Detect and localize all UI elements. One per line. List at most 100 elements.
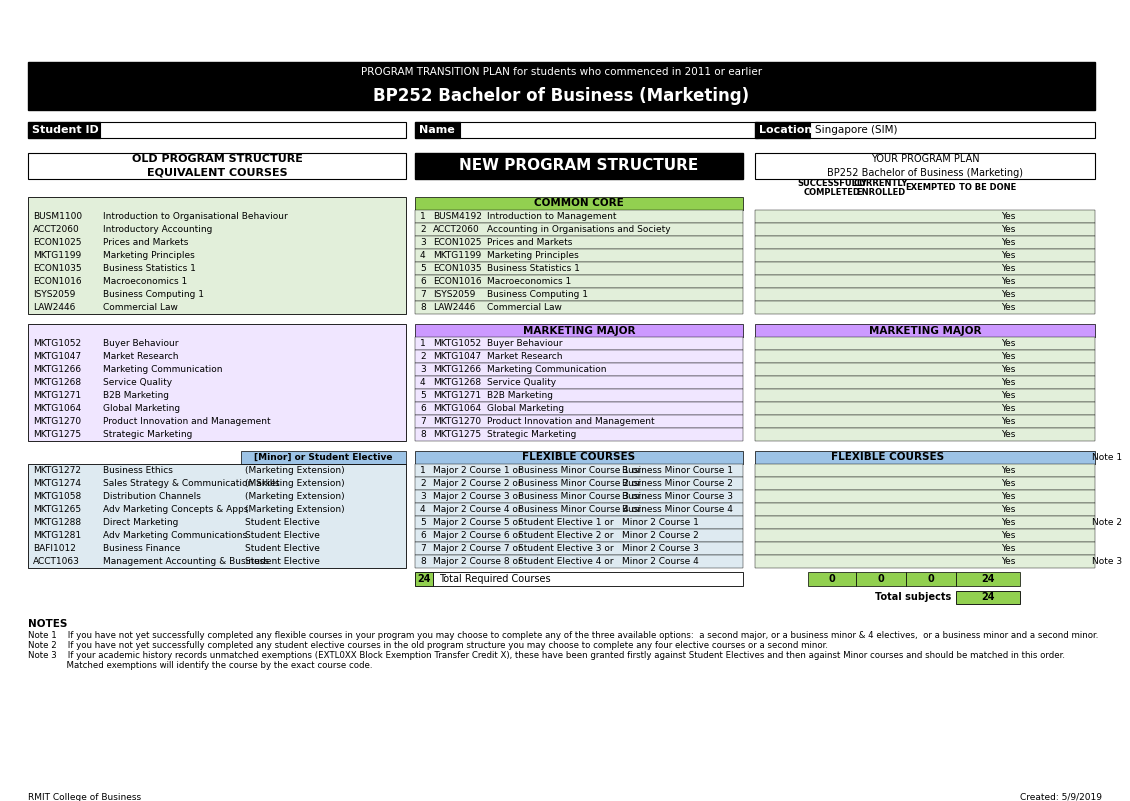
Bar bbox=[433, 572, 744, 586]
Bar bbox=[810, 122, 1095, 138]
Text: Introductory Accounting: Introductory Accounting bbox=[103, 225, 212, 234]
Text: 4: 4 bbox=[420, 505, 426, 514]
Text: Major 2 Course 1 or: Major 2 Course 1 or bbox=[433, 466, 522, 475]
Bar bbox=[755, 542, 1095, 555]
Text: Yes: Yes bbox=[1001, 544, 1015, 553]
Text: 24: 24 bbox=[981, 593, 994, 602]
Text: MKTG1266: MKTG1266 bbox=[433, 365, 481, 374]
Text: Global Marketing: Global Marketing bbox=[103, 404, 180, 413]
Bar bbox=[755, 236, 1095, 249]
Text: Major 2 Course 4 or: Major 2 Course 4 or bbox=[433, 505, 522, 514]
Text: Strategic Marketing: Strategic Marketing bbox=[103, 430, 192, 439]
Text: Student ID: Student ID bbox=[32, 125, 98, 135]
Bar bbox=[415, 197, 744, 210]
Text: Yes: Yes bbox=[1001, 277, 1015, 286]
Text: Note 2: Note 2 bbox=[1092, 518, 1122, 527]
Text: 4: 4 bbox=[420, 378, 426, 387]
Text: Adv Marketing Concepts & Apps: Adv Marketing Concepts & Apps bbox=[103, 505, 249, 514]
Text: Major 2 Course 5 or: Major 2 Course 5 or bbox=[433, 518, 522, 527]
Text: Business Minor Course 2: Business Minor Course 2 bbox=[622, 479, 733, 488]
Bar bbox=[956, 591, 1020, 604]
Text: Business Minor Course 4: Business Minor Course 4 bbox=[622, 505, 733, 514]
Text: Service Quality: Service Quality bbox=[103, 378, 172, 387]
Text: Marketing Principles: Marketing Principles bbox=[487, 251, 579, 260]
Text: 8: 8 bbox=[420, 557, 426, 566]
Text: Yes: Yes bbox=[1001, 557, 1015, 566]
Text: MKTG1288: MKTG1288 bbox=[33, 518, 81, 527]
Bar bbox=[415, 376, 744, 389]
Text: Distribution Channels: Distribution Channels bbox=[103, 492, 201, 501]
Text: 2: 2 bbox=[420, 225, 426, 234]
Bar bbox=[28, 464, 406, 568]
Bar bbox=[415, 249, 744, 262]
Bar bbox=[415, 516, 744, 529]
Text: ISYS2059: ISYS2059 bbox=[433, 290, 476, 299]
Text: Strategic Marketing: Strategic Marketing bbox=[487, 430, 576, 439]
Bar bbox=[755, 376, 1095, 389]
Text: 8: 8 bbox=[420, 303, 426, 312]
Text: Market Research: Market Research bbox=[103, 352, 179, 361]
Text: Business Ethics: Business Ethics bbox=[103, 466, 173, 475]
Text: FLEXIBLE COURSES: FLEXIBLE COURSES bbox=[522, 453, 635, 462]
Text: Yes: Yes bbox=[1001, 404, 1015, 413]
Text: Service Quality: Service Quality bbox=[487, 378, 556, 387]
Text: Yes: Yes bbox=[1001, 238, 1015, 247]
Bar bbox=[415, 529, 744, 542]
Bar bbox=[415, 451, 744, 464]
Text: MKTG1265: MKTG1265 bbox=[33, 505, 81, 514]
Text: Minor 2 Course 1: Minor 2 Course 1 bbox=[622, 518, 698, 527]
Bar bbox=[415, 503, 744, 516]
Text: 5: 5 bbox=[420, 518, 426, 527]
Text: BUSM4192: BUSM4192 bbox=[433, 212, 481, 221]
Text: ACCT2060: ACCT2060 bbox=[33, 225, 80, 234]
Bar bbox=[415, 428, 744, 441]
Text: MKTG1052: MKTG1052 bbox=[33, 339, 81, 348]
Bar bbox=[28, 62, 1095, 110]
Text: Yes: Yes bbox=[1001, 479, 1015, 488]
Text: Major 2 Course 3 or: Major 2 Course 3 or bbox=[433, 492, 522, 501]
Text: LAW2446: LAW2446 bbox=[433, 303, 476, 312]
Text: Business Minor Course 3 or: Business Minor Course 3 or bbox=[518, 492, 641, 501]
Text: EXEMPTED: EXEMPTED bbox=[905, 183, 956, 192]
Text: MKTG1281: MKTG1281 bbox=[33, 531, 81, 540]
Text: MKTG1274: MKTG1274 bbox=[33, 479, 81, 488]
Bar bbox=[755, 555, 1095, 568]
Text: Yes: Yes bbox=[1001, 417, 1015, 426]
Text: Yes: Yes bbox=[1001, 352, 1015, 361]
Text: MKTG1047: MKTG1047 bbox=[33, 352, 81, 361]
Bar bbox=[415, 153, 744, 179]
Text: Introduction to Organisational Behaviour: Introduction to Organisational Behaviour bbox=[103, 212, 288, 221]
Text: Prices and Markets: Prices and Markets bbox=[103, 238, 189, 247]
Text: MKTG1268: MKTG1268 bbox=[433, 378, 481, 387]
Text: 0: 0 bbox=[928, 574, 935, 584]
Text: (Marketing Extension): (Marketing Extension) bbox=[245, 505, 345, 514]
Text: 6: 6 bbox=[420, 531, 426, 540]
Bar bbox=[415, 337, 744, 350]
Text: Yes: Yes bbox=[1001, 264, 1015, 273]
Bar bbox=[755, 153, 1095, 179]
Bar bbox=[755, 490, 1095, 503]
Text: Note 1: Note 1 bbox=[1092, 453, 1122, 462]
Text: Note 3    If your academic history records unmatched exemptions (EXTL0XX Block E: Note 3 If your academic history records … bbox=[28, 651, 1064, 660]
Text: 4: 4 bbox=[420, 251, 426, 260]
Text: 6: 6 bbox=[420, 404, 426, 413]
Text: 2: 2 bbox=[420, 479, 426, 488]
Bar bbox=[755, 415, 1095, 428]
Bar bbox=[460, 122, 758, 138]
Text: Business Finance: Business Finance bbox=[103, 544, 181, 553]
Text: Business Minor Course 2 or: Business Minor Course 2 or bbox=[518, 479, 641, 488]
Bar bbox=[415, 210, 744, 223]
Text: COMMON CORE: COMMON CORE bbox=[534, 199, 624, 208]
Text: Minor 2 Course 4: Minor 2 Course 4 bbox=[622, 557, 698, 566]
Bar bbox=[755, 402, 1095, 415]
Text: Yes: Yes bbox=[1001, 531, 1015, 540]
Text: Student Elective 2 or: Student Elective 2 or bbox=[518, 531, 614, 540]
Text: 24: 24 bbox=[417, 574, 431, 584]
Text: Matched exemptions will identify the course by the exact course code.: Matched exemptions will identify the cou… bbox=[28, 661, 373, 670]
Text: ECON1035: ECON1035 bbox=[433, 264, 481, 273]
Text: Minor 2 Course 2: Minor 2 Course 2 bbox=[622, 531, 698, 540]
Text: Product Innovation and Management: Product Innovation and Management bbox=[103, 417, 270, 426]
Bar bbox=[755, 210, 1095, 223]
Bar bbox=[415, 389, 744, 402]
Text: 3: 3 bbox=[420, 492, 426, 501]
